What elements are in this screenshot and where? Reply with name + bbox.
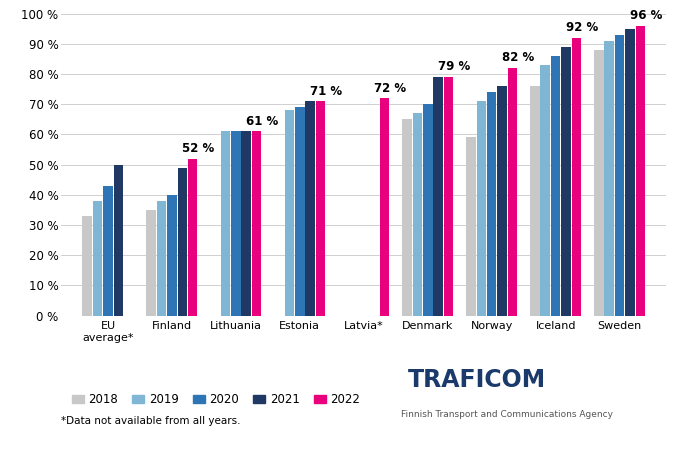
Bar bbox=[497, 86, 507, 316]
Bar bbox=[477, 101, 486, 316]
Bar bbox=[636, 26, 645, 316]
Bar bbox=[380, 98, 390, 316]
Text: 72 %: 72 % bbox=[374, 82, 407, 95]
Text: 92 %: 92 % bbox=[566, 21, 598, 34]
Bar bbox=[605, 41, 614, 316]
Bar bbox=[541, 65, 550, 316]
Bar bbox=[316, 101, 326, 316]
Text: 52 %: 52 % bbox=[182, 142, 215, 155]
Legend: 2018, 2019, 2020, 2021, 2022: 2018, 2019, 2020, 2021, 2022 bbox=[67, 388, 365, 410]
Bar bbox=[146, 210, 156, 316]
Bar bbox=[402, 119, 412, 316]
Bar bbox=[530, 86, 540, 316]
Text: 96 %: 96 % bbox=[630, 9, 662, 22]
Bar bbox=[572, 38, 581, 316]
Bar bbox=[423, 104, 432, 316]
Text: 79 %: 79 % bbox=[438, 60, 471, 74]
Bar bbox=[241, 131, 251, 316]
Bar bbox=[625, 29, 635, 316]
Bar bbox=[433, 77, 443, 316]
Bar bbox=[295, 107, 305, 316]
Bar bbox=[114, 165, 123, 316]
Bar bbox=[285, 110, 294, 316]
Bar bbox=[466, 138, 476, 316]
Bar bbox=[177, 168, 187, 316]
Text: 71 %: 71 % bbox=[310, 84, 343, 97]
Text: *Data not available from all years.: *Data not available from all years. bbox=[61, 416, 241, 426]
Bar bbox=[103, 186, 113, 316]
Text: 61 %: 61 % bbox=[246, 115, 279, 128]
Text: TRAFICOM: TRAFICOM bbox=[408, 368, 546, 392]
Bar bbox=[444, 77, 454, 316]
Bar bbox=[188, 159, 197, 316]
Bar bbox=[305, 101, 315, 316]
Bar bbox=[594, 50, 604, 316]
Bar bbox=[508, 68, 517, 316]
Bar bbox=[82, 216, 92, 316]
Bar bbox=[561, 47, 571, 316]
Bar bbox=[92, 201, 103, 316]
Bar bbox=[157, 201, 167, 316]
Bar bbox=[221, 131, 231, 316]
Bar bbox=[487, 92, 496, 316]
Bar bbox=[252, 131, 261, 316]
Bar bbox=[413, 113, 422, 316]
Bar bbox=[231, 131, 241, 316]
Text: Finnish Transport and Communications Agency: Finnish Transport and Communications Age… bbox=[401, 410, 613, 419]
Bar bbox=[615, 35, 624, 316]
Text: 82 %: 82 % bbox=[502, 51, 534, 64]
Bar bbox=[167, 195, 177, 316]
Bar bbox=[551, 56, 560, 316]
